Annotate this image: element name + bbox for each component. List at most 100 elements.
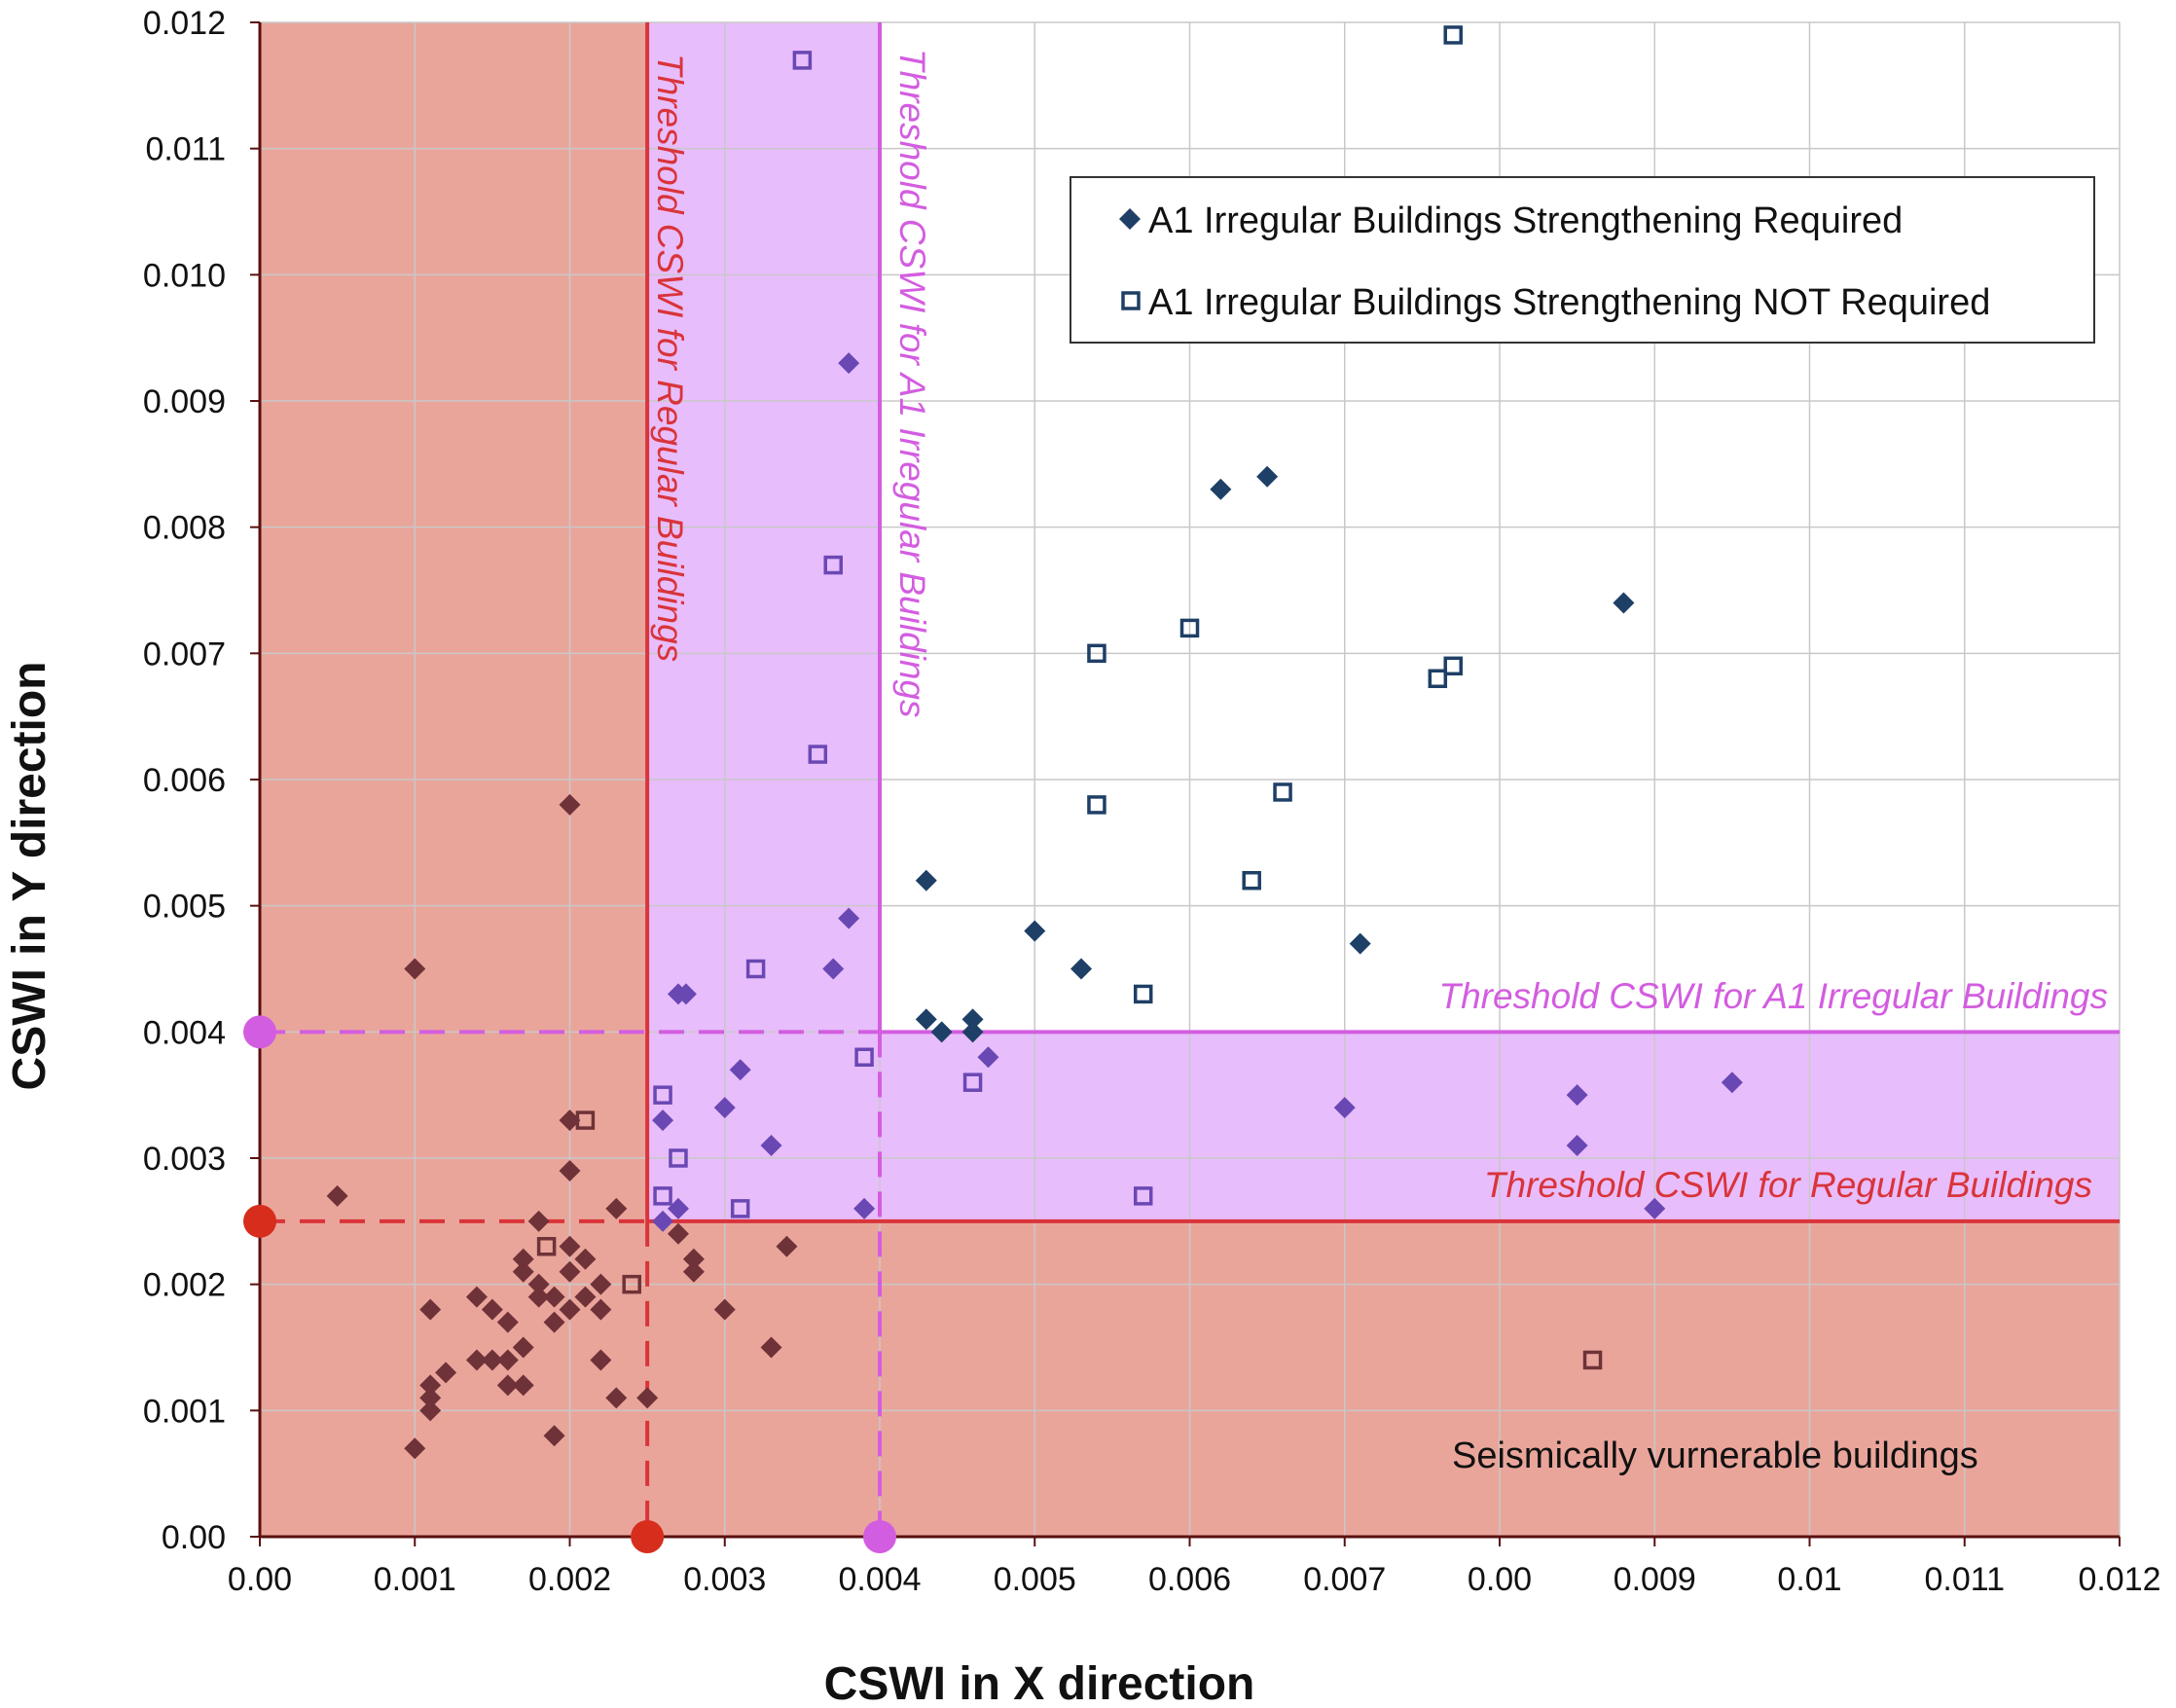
y-tick-label: 0.011 (145, 131, 226, 168)
point-strengthening-required (590, 1298, 612, 1321)
point-strengthening-required (760, 1336, 782, 1359)
y-axis-title: CSWI in Y direction (4, 662, 55, 1091)
regular-threshold-y-dot (243, 1204, 276, 1238)
y-tick-label: 0.009 (143, 383, 226, 420)
point-strengthening-required (1349, 932, 1371, 955)
vulnerable-zone-annotation: Seismically vurnerable buildings (1452, 1435, 1978, 1476)
point-strengthening-not-required (745, 959, 766, 979)
point-strengthening-required (559, 793, 581, 816)
point-strengthening-required (574, 1248, 597, 1270)
point-strengthening-required (1721, 1072, 1743, 1094)
point-strengthening-required (605, 1387, 628, 1409)
x-axis-title: CSWI in X direction (824, 1658, 1255, 1708)
threshold-regular-vertical-label: Threshold CSWI for Regular Buildings (650, 54, 690, 662)
threshold-regular-horizontal-label: Threshold CSWI for Regular Buildings (1484, 1165, 2092, 1205)
x-tick-label: 0.003 (683, 1561, 766, 1598)
legend-label-not-required: A1 Irregular Buildings Strengthening NOT… (1148, 282, 1990, 323)
point-strengthening-required (559, 1298, 581, 1321)
x-tick-label: 0.002 (528, 1561, 611, 1598)
point-strengthening-required (590, 1349, 612, 1371)
point-strengthening-required (496, 1349, 519, 1371)
point-strengthening-not-required (1428, 669, 1448, 689)
y-tick-label: 0.012 (143, 5, 226, 42)
a1-threshold-y-dot (243, 1015, 276, 1049)
point-strengthening-required (682, 1248, 705, 1270)
x-tick-label: 0.009 (1614, 1561, 1696, 1598)
point-strengthening-required (729, 1059, 751, 1081)
x-tick-label: 0.004 (838, 1561, 921, 1598)
point-strengthening-required (915, 1008, 937, 1031)
point-strengthening-required (543, 1425, 565, 1447)
point-strengthening-required (961, 1008, 984, 1031)
point-strengthening-required (559, 1235, 581, 1257)
point-strengthening-not-required (1133, 984, 1153, 1004)
legend-square-icon (1121, 291, 1141, 310)
point-strengthening-not-required (792, 51, 813, 70)
point-strengthening-required (838, 352, 860, 375)
y-tick-label: 0.010 (143, 257, 226, 294)
point-strengthening-required (512, 1336, 534, 1359)
x-tick-label: 0.00 (228, 1561, 292, 1598)
point-strengthening-required (465, 1349, 488, 1371)
point-strengthening-required (915, 869, 937, 891)
point-strengthening-required (1644, 1197, 1666, 1219)
point-strengthening-required (527, 1273, 550, 1295)
x-tick-label: 0.006 (1148, 1561, 1231, 1598)
point-strengthening-required (574, 1286, 597, 1308)
point-strengthening-required (1210, 478, 1232, 500)
point-strengthening-required (481, 1349, 503, 1371)
point-strengthening-not-required (653, 1186, 672, 1206)
y-tick-label: 0.005 (143, 889, 226, 926)
point-strengthening-required (465, 1286, 488, 1308)
x-tick-label: 0.012 (2078, 1561, 2160, 1598)
x-tick-label: 0.007 (1303, 1561, 1386, 1598)
point-strengthening-not-required (1443, 25, 1463, 45)
point-strengthening-required (961, 1021, 984, 1043)
point-strengthening-not-required (1087, 643, 1106, 664)
x-tick-label: 0.011 (1924, 1561, 2005, 1598)
point-strengthening-required (1566, 1135, 1588, 1157)
point-strengthening-required (1024, 920, 1046, 942)
point-strengthening-required (590, 1273, 612, 1295)
point-strengthening-required (930, 1021, 953, 1043)
point-strengthening-required (543, 1286, 565, 1308)
y-tick-label: 0.004 (143, 1014, 226, 1051)
y-tick-label: 0.006 (143, 762, 226, 799)
point-strengthening-required (652, 1210, 674, 1232)
point-strengthening-required (636, 1387, 659, 1409)
point-strengthening-required (652, 1109, 674, 1132)
x-tick-label: 0.001 (374, 1561, 456, 1598)
point-strengthening-required (559, 1109, 581, 1132)
point-strengthening-required (1613, 592, 1635, 614)
point-strengthening-required (1256, 465, 1279, 488)
point-strengthening-required (605, 1197, 628, 1219)
point-strengthening-required (419, 1387, 442, 1409)
point-strengthening-required (419, 1399, 442, 1422)
y-tick-label: 0.007 (143, 636, 226, 672)
legend-label-required: A1 Irregular Buildings Strengthening Req… (1148, 200, 1903, 241)
point-strengthening-required (667, 1222, 689, 1245)
point-strengthening-not-required (1443, 656, 1463, 676)
x-tick-label: 0.01 (1777, 1561, 1841, 1598)
point-strengthening-required (1333, 1097, 1356, 1119)
y-tick-label: 0.00 (162, 1519, 226, 1556)
point-strengthening-not-required (653, 1085, 672, 1105)
point-strengthening-not-required (1087, 795, 1106, 815)
point-strengthening-required (1070, 958, 1093, 980)
point-strengthening-required (496, 1374, 519, 1397)
point-strengthening-not-required (730, 1199, 750, 1218)
y-tick-label: 0.008 (143, 510, 226, 547)
x-tick-label: 0.00 (1468, 1561, 1532, 1598)
point-strengthening-required (543, 1311, 565, 1333)
point-strengthening-required (760, 1135, 782, 1157)
point-strengthening-required (667, 1197, 689, 1219)
threshold-lines (260, 22, 2120, 1537)
point-strengthening-not-required (1582, 1350, 1603, 1370)
point-strengthening-not-required (823, 555, 843, 575)
data-points (326, 25, 1743, 1460)
point-strengthening-required (713, 1097, 736, 1119)
point-strengthening-not-required (1133, 1186, 1153, 1206)
point-strengthening-not-required (808, 745, 828, 764)
point-strengthening-required (496, 1311, 519, 1333)
point-strengthening-required (512, 1374, 534, 1397)
